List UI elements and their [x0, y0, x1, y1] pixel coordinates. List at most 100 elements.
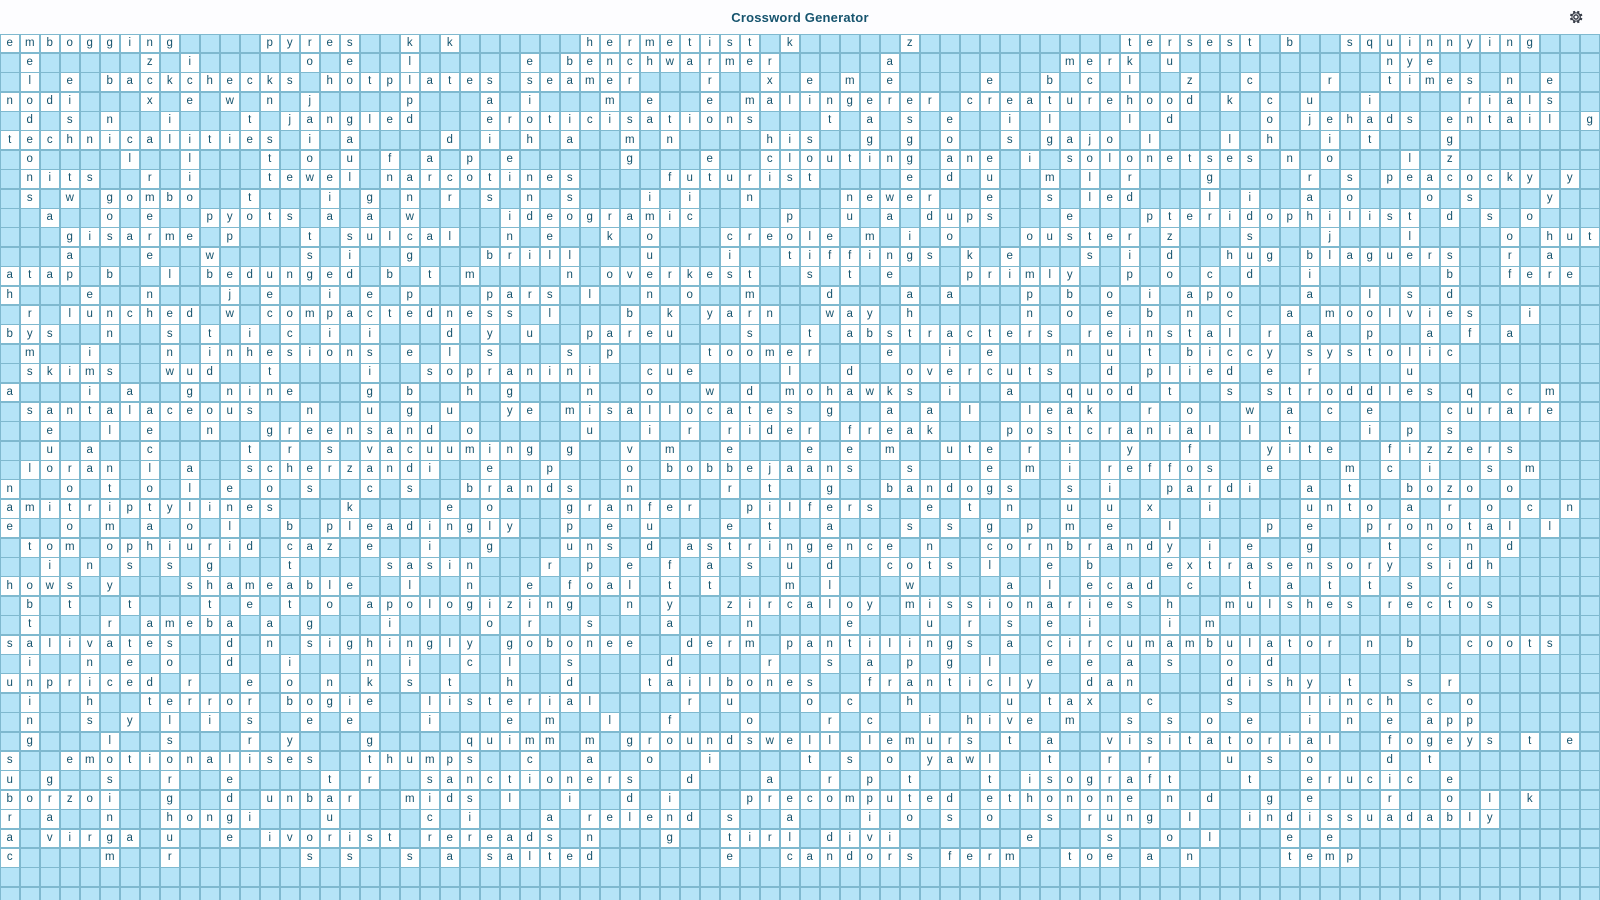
grid-cell-letter[interactable]: t: [0, 130, 20, 151]
grid-cell-letter[interactable]: e: [539, 72, 560, 93]
grid-cell-letter[interactable]: s: [1499, 440, 1520, 461]
grid-cell-letter[interactable]: d: [679, 634, 700, 655]
grid-cell-empty[interactable]: [119, 363, 140, 384]
grid-cell-empty[interactable]: [1079, 343, 1100, 364]
grid-cell-empty[interactable]: [1479, 692, 1500, 713]
grid-cell-letter[interactable]: r: [699, 72, 720, 93]
grid-cell-letter[interactable]: i: [559, 789, 580, 810]
grid-cell-letter[interactable]: l: [559, 246, 580, 267]
grid-cell-empty[interactable]: [279, 188, 300, 209]
grid-cell-empty[interactable]: [1559, 324, 1580, 345]
grid-cell-letter[interactable]: e: [919, 498, 940, 519]
grid-cell-letter[interactable]: r: [599, 770, 620, 791]
grid-cell-letter[interactable]: r: [1319, 72, 1340, 93]
grid-cell-empty[interactable]: [479, 576, 500, 597]
grid-cell-empty[interactable]: [739, 692, 760, 713]
grid-cell-empty[interactable]: [1399, 750, 1420, 771]
grid-cell-empty[interactable]: [39, 847, 60, 868]
grid-cell-letter[interactable]: u: [1299, 498, 1320, 519]
grid-cell-empty[interactable]: [1579, 615, 1600, 636]
grid-cell-letter[interactable]: p: [119, 498, 140, 519]
grid-cell-empty[interactable]: [159, 149, 180, 170]
grid-cell-empty[interactable]: [899, 712, 920, 733]
grid-cell-empty[interactable]: [259, 867, 280, 888]
grid-cell-empty[interactable]: [899, 72, 920, 93]
grid-cell-letter[interactable]: n: [1339, 692, 1360, 713]
grid-cell-letter[interactable]: y: [1459, 731, 1480, 752]
grid-cell-letter[interactable]: e: [1099, 227, 1120, 248]
grid-cell-letter[interactable]: l: [1039, 266, 1060, 287]
grid-cell-letter[interactable]: x: [759, 72, 780, 93]
grid-cell-letter[interactable]: s: [299, 847, 320, 868]
grid-cell-empty[interactable]: [819, 266, 840, 287]
grid-cell-letter[interactable]: u: [1239, 595, 1260, 616]
grid-cell-letter[interactable]: d: [239, 537, 260, 558]
grid-cell-empty[interactable]: [1119, 518, 1140, 539]
grid-cell-letter[interactable]: i: [499, 731, 520, 752]
grid-cell-empty[interactable]: [1379, 867, 1400, 888]
grid-cell-empty[interactable]: [1139, 188, 1160, 209]
grid-cell-letter[interactable]: a: [939, 750, 960, 771]
grid-cell-letter[interactable]: e: [659, 34, 680, 54]
grid-cell-letter[interactable]: r: [179, 692, 200, 713]
grid-cell-empty[interactable]: [319, 91, 340, 112]
grid-cell-letter[interactable]: i: [1159, 421, 1180, 442]
grid-cell-empty[interactable]: [679, 382, 700, 403]
grid-cell-letter[interactable]: h: [459, 382, 480, 403]
grid-cell-empty[interactable]: [1579, 731, 1600, 752]
grid-cell-letter[interactable]: i: [1359, 421, 1380, 442]
grid-cell-empty[interactable]: [1219, 518, 1240, 539]
grid-cell-empty[interactable]: [1119, 479, 1140, 500]
grid-cell-letter[interactable]: i: [519, 91, 540, 112]
grid-cell-letter[interactable]: n: [499, 440, 520, 461]
grid-cell-letter[interactable]: m: [639, 208, 660, 228]
grid-cell-letter[interactable]: s: [1459, 72, 1480, 93]
grid-cell-empty[interactable]: [1579, 479, 1600, 500]
grid-cell-empty[interactable]: [119, 246, 140, 267]
grid-cell-letter[interactable]: r: [959, 363, 980, 384]
grid-cell-letter[interactable]: e: [1359, 401, 1380, 422]
grid-cell-letter[interactable]: e: [879, 72, 900, 93]
grid-cell-letter[interactable]: a: [1419, 324, 1440, 345]
grid-cell-empty[interactable]: [879, 363, 900, 384]
grid-cell-empty[interactable]: [19, 750, 40, 771]
grid-cell-empty[interactable]: [719, 498, 740, 519]
grid-cell-empty[interactable]: [139, 595, 160, 616]
grid-cell-letter[interactable]: a: [179, 460, 200, 480]
grid-cell-empty[interactable]: [59, 52, 80, 73]
grid-cell-letter[interactable]: g: [799, 537, 820, 558]
grid-cell-letter[interactable]: r: [1099, 460, 1120, 480]
grid-cell-letter[interactable]: p: [739, 498, 760, 519]
grid-cell-letter[interactable]: b: [719, 673, 740, 694]
grid-cell-letter[interactable]: s: [1279, 595, 1300, 616]
grid-cell-letter[interactable]: a: [779, 460, 800, 480]
grid-cell-empty[interactable]: [959, 770, 980, 791]
grid-cell-empty[interactable]: [1279, 266, 1300, 287]
grid-cell-letter[interactable]: n: [1059, 343, 1080, 364]
grid-cell-letter[interactable]: t: [499, 770, 520, 791]
grid-cell-letter[interactable]: o: [799, 149, 820, 170]
grid-cell-letter[interactable]: r: [739, 537, 760, 558]
grid-cell-letter[interactable]: l: [1039, 111, 1060, 131]
grid-cell-letter[interactable]: o: [1099, 130, 1120, 151]
grid-cell-empty[interactable]: [1499, 460, 1520, 480]
grid-cell-empty[interactable]: [759, 634, 780, 655]
grid-cell-letter[interactable]: e: [779, 789, 800, 810]
grid-cell-letter[interactable]: r: [79, 498, 100, 519]
grid-cell-empty[interactable]: [239, 149, 260, 170]
grid-cell-letter[interactable]: o: [739, 673, 760, 694]
grid-cell-letter[interactable]: i: [439, 692, 460, 713]
grid-cell-empty[interactable]: [1419, 149, 1440, 170]
grid-cell-letter[interactable]: s: [1039, 188, 1060, 209]
grid-cell-empty[interactable]: [1559, 479, 1580, 500]
grid-cell-letter[interactable]: i: [759, 537, 780, 558]
grid-cell-letter[interactable]: u: [479, 731, 500, 752]
grid-cell-empty[interactable]: [999, 169, 1020, 190]
grid-cell-letter[interactable]: s: [1339, 809, 1360, 830]
grid-cell-letter[interactable]: n: [759, 673, 780, 694]
grid-cell-empty[interactable]: [799, 615, 820, 636]
grid-cell-empty[interactable]: [1019, 750, 1040, 771]
grid-cell-empty[interactable]: [1399, 615, 1420, 636]
grid-cell-letter[interactable]: g: [619, 149, 640, 170]
grid-cell-letter[interactable]: a: [879, 401, 900, 422]
